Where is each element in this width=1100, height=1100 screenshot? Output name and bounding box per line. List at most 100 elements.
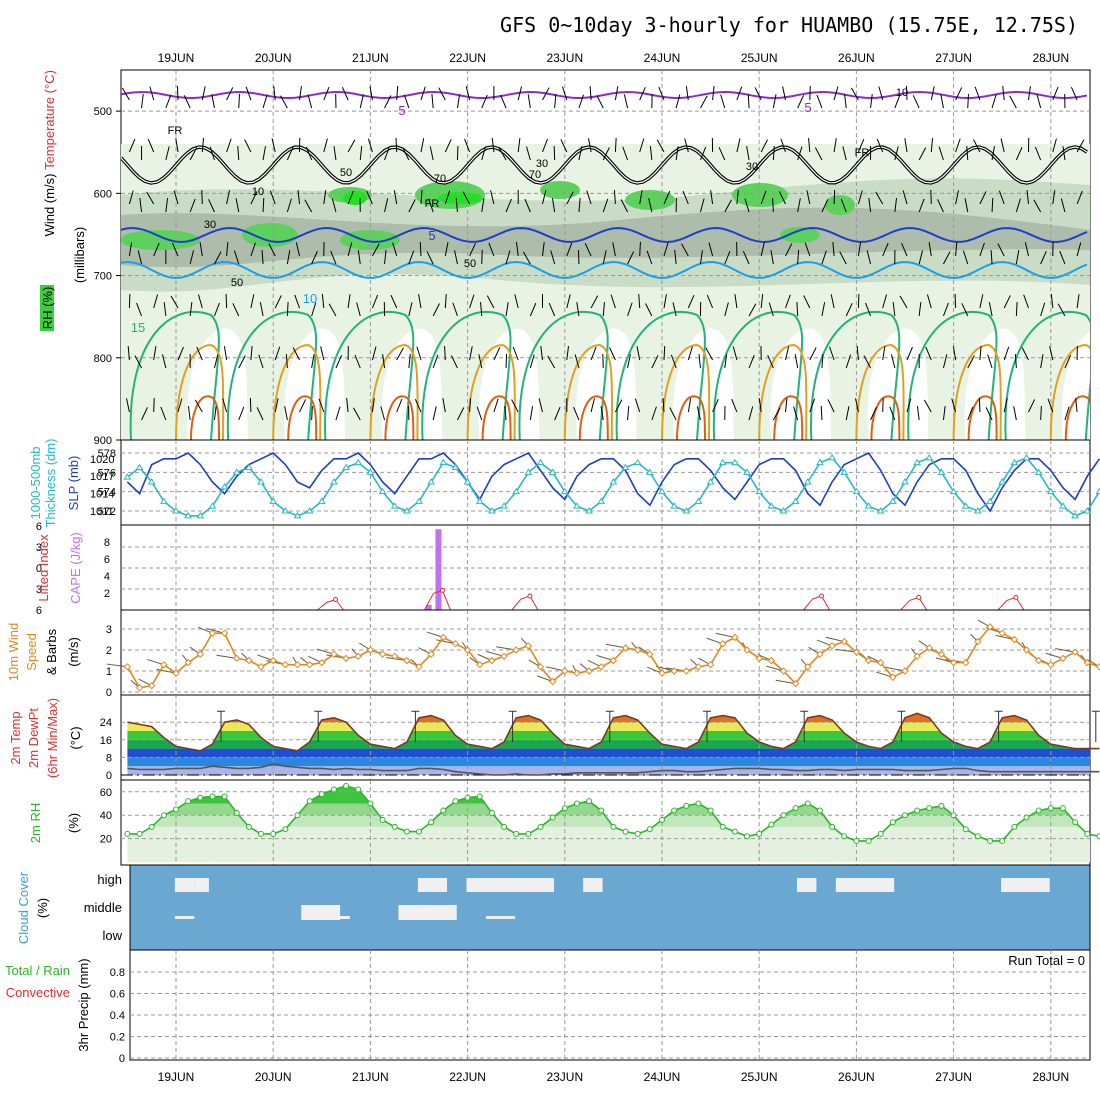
- wind-barb: [371, 294, 379, 309]
- wind10m-point: [755, 654, 763, 663]
- wind-barb: [127, 346, 130, 361]
- wind-barb: [311, 354, 315, 369]
- wind-barb: [942, 354, 948, 369]
- thickness-point: [682, 507, 691, 514]
- warm-cell-4: [575, 328, 637, 440]
- wind-barb: [573, 406, 580, 421]
- top-date-26JUN: 26JUN: [838, 51, 875, 65]
- wind-barb: [1057, 303, 1066, 317]
- wind-barb: [163, 302, 167, 317]
- thickness-point: [524, 468, 533, 475]
- temp2m-line: [127, 712, 1100, 752]
- top-date-19JUN: 19JUN: [158, 51, 195, 65]
- pressure-tick-800: 800: [94, 353, 112, 365]
- thickness-point: [536, 458, 545, 466]
- bottom-date-20JUN: 20JUN: [255, 1070, 292, 1084]
- wind-barb: [491, 138, 495, 153]
- rh2m-point: [877, 830, 884, 837]
- wind10m-point: [743, 646, 751, 654]
- thickness-point: [621, 463, 630, 470]
- rh-saturated-patch-2: [438, 192, 482, 204]
- wind-barb: [269, 190, 276, 205]
- cape-bar-1: [435, 529, 442, 610]
- wind-barb: [889, 406, 896, 421]
- wind-barb: [540, 346, 543, 361]
- wind-barb: [304, 199, 313, 213]
- wind-barb: [522, 251, 531, 265]
- wind10m-point: [609, 656, 618, 665]
- wind-barb: [639, 190, 643, 205]
- rh2m-point: [987, 837, 994, 844]
- wind-barb: [602, 198, 609, 213]
- wind-barb: [663, 242, 669, 257]
- wind-barb: [991, 197, 994, 213]
- isotherm-25-4: [578, 395, 609, 440]
- cape-tick-4: 4: [104, 571, 110, 583]
- wind-barb: [442, 398, 446, 413]
- wind-barb: [937, 199, 944, 213]
- wind-label: Wind (m/s): [42, 174, 57, 237]
- rh-moist-patch-4: [540, 181, 580, 199]
- rh2m-point: [294, 812, 301, 819]
- rh2m-point: [804, 800, 811, 807]
- wind10m-point: [220, 629, 229, 637]
- wind-barb: [1059, 250, 1066, 265]
- li-peak-point-5: [1013, 594, 1019, 600]
- wind-barb: [894, 198, 898, 213]
- thickness-point: [1010, 458, 1019, 466]
- temp-minmax-5: [703, 710, 711, 742]
- thickness-point: [390, 502, 399, 509]
- cape-tick-8: 8: [104, 537, 110, 549]
- wind-barb: [490, 190, 495, 205]
- wind-barb: [211, 94, 215, 109]
- wind-barb: [299, 86, 302, 101]
- thickness-point: [585, 507, 593, 514]
- wind-barb: [894, 94, 901, 109]
- li-cape-panel: 6 3 0 3 6 2 4 6 8 Lifted Index CAPE (J/kg): [36, 521, 1091, 617]
- wind-barb: [493, 398, 499, 413]
- wind-barb: [610, 294, 616, 309]
- pressure-tick-600: 600: [94, 188, 112, 200]
- bottom-date-22JUN: 22JUN: [449, 1070, 486, 1084]
- rh2m-point: [306, 798, 313, 805]
- wind-barb: [651, 406, 657, 421]
- wind-barb: [382, 354, 386, 369]
- thickness-point: [876, 507, 885, 514]
- wind10m-label-1: 10m Wind: [6, 623, 21, 682]
- wind-barb: [199, 242, 203, 257]
- wind-barb: [758, 398, 762, 413]
- wind-barb: [297, 190, 300, 205]
- wind-barb: [1076, 294, 1080, 309]
- wind-barb: [870, 407, 877, 421]
- rh2m-point: [1035, 807, 1042, 814]
- thickness-tick-572: 572: [98, 506, 116, 518]
- thickness-point: [828, 453, 836, 461]
- wind-barb: [420, 138, 425, 153]
- wind-barb: [1015, 147, 1023, 161]
- wind-barb: [681, 243, 689, 257]
- thickness-point: [488, 507, 496, 514]
- wind-barb: [627, 251, 635, 265]
- wind-barb: [979, 294, 984, 309]
- thickness-point: [184, 511, 193, 519]
- li-peak-point-1: [439, 587, 445, 593]
- wind-barb: [244, 139, 252, 153]
- wind-barb: [875, 191, 884, 205]
- wind-barb: [353, 407, 361, 421]
- wind-barb: [1040, 354, 1044, 369]
- wind-barb: [627, 354, 631, 369]
- isotherm-20-5: [661, 343, 711, 440]
- wind-barb: [396, 398, 403, 413]
- wind-barb: [782, 86, 786, 101]
- rh2m-point: [683, 802, 690, 809]
- rh2m-point: [330, 786, 337, 793]
- wind-barb: [967, 355, 975, 369]
- temp-band-1: [127, 757, 1090, 767]
- cape-tick-6: 6: [104, 554, 110, 566]
- wind-barb: [396, 85, 399, 101]
- wind-barb: [134, 355, 142, 369]
- wind-barb: [529, 302, 537, 317]
- wind10m-point: [245, 656, 253, 665]
- wind-barb: [542, 87, 550, 101]
- warm-cell-5: [672, 328, 734, 440]
